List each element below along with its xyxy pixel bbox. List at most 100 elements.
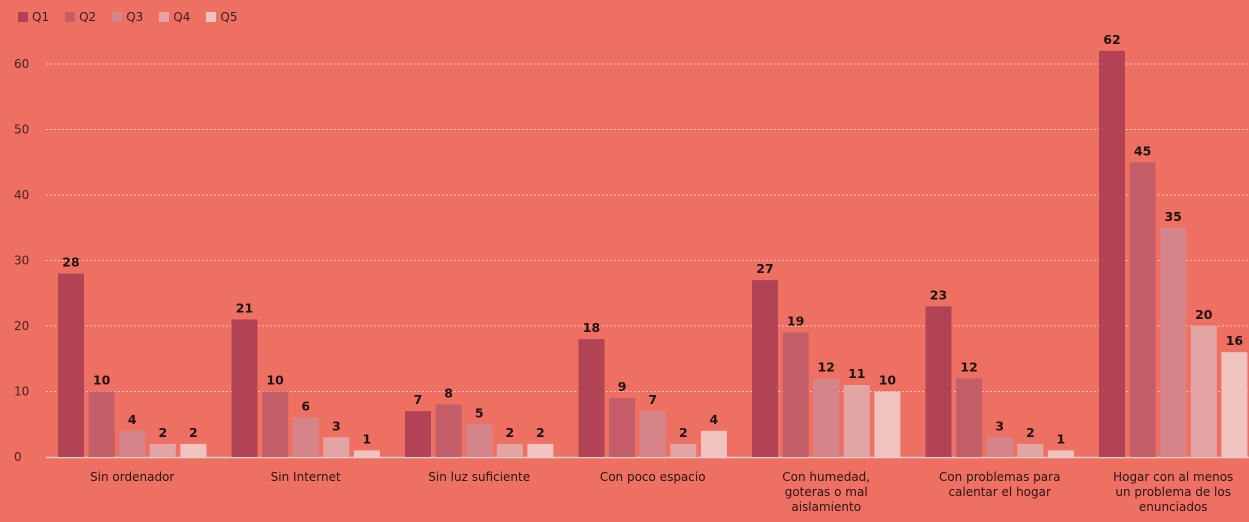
data-label: 12 xyxy=(817,359,834,374)
data-label: 1 xyxy=(1057,431,1066,446)
bar-q5 xyxy=(1221,352,1248,457)
bar-q5 xyxy=(180,443,207,457)
x-tick-label: Con poco espacio xyxy=(600,470,706,484)
bar-q4 xyxy=(496,443,523,457)
legend-label: Q5 xyxy=(220,10,238,24)
bar-q3 xyxy=(813,378,840,457)
data-label: 10 xyxy=(93,373,111,388)
bar-q1 xyxy=(405,411,431,457)
data-label: 2 xyxy=(158,425,167,440)
bar-q3 xyxy=(466,424,493,457)
bar-q3 xyxy=(292,417,319,457)
legend-item-q5: Q5 xyxy=(206,10,237,24)
legend-swatch xyxy=(18,12,28,22)
legend-item-q1: Q1 xyxy=(18,10,49,24)
data-label: 3 xyxy=(332,418,341,433)
bar-q5 xyxy=(353,450,380,457)
legend-label: Q1 xyxy=(32,10,50,24)
data-label: 9 xyxy=(618,379,627,394)
y-tick-label: 20 xyxy=(14,319,29,333)
bar-q4 xyxy=(149,443,176,457)
bar-q4 xyxy=(843,384,870,457)
legend-swatch xyxy=(159,12,170,22)
bar-q2 xyxy=(1129,162,1156,457)
y-tick-label: 40 xyxy=(14,188,29,202)
bar-q4 xyxy=(1017,443,1044,457)
data-label: 2 xyxy=(679,425,688,440)
legend-item-q3: Q3 xyxy=(112,10,143,24)
y-tick-label: 30 xyxy=(14,254,29,268)
bar-q3 xyxy=(119,430,146,457)
data-label: 23 xyxy=(930,287,947,302)
legend-swatch xyxy=(206,12,217,22)
x-tick-label: Sin Internet xyxy=(271,470,341,484)
bar-q5 xyxy=(874,391,901,457)
data-label: 4 xyxy=(128,412,137,427)
y-tick-label: 10 xyxy=(14,385,29,399)
bar-q4 xyxy=(670,443,697,457)
bar-q1 xyxy=(925,306,952,457)
y-tick-label: 50 xyxy=(14,123,29,137)
data-label: 28 xyxy=(62,255,79,270)
x-tick-label: Hogar con al menos un problema de los enun… xyxy=(1113,470,1233,514)
bar-q2 xyxy=(435,404,462,457)
data-label: 27 xyxy=(756,261,773,276)
bar-q4 xyxy=(323,437,350,457)
bar-q1 xyxy=(58,273,84,457)
data-label: 35 xyxy=(1164,209,1181,224)
legend-item-q2: Q2 xyxy=(65,10,96,24)
data-label: 16 xyxy=(1226,333,1244,348)
bar-q3 xyxy=(1160,227,1187,457)
data-label: 12 xyxy=(960,359,977,374)
data-label: 7 xyxy=(414,392,423,407)
bar-q3 xyxy=(986,437,1013,457)
data-label: 18 xyxy=(583,320,600,335)
data-label: 10 xyxy=(879,373,897,388)
y-tick-label: 60 xyxy=(14,57,29,71)
legend-swatch xyxy=(65,12,76,22)
x-tick-label: Sin ordenador xyxy=(90,470,174,484)
bar-q1 xyxy=(578,339,605,457)
data-label: 21 xyxy=(236,300,253,315)
data-label: 62 xyxy=(1103,32,1120,47)
data-label: 4 xyxy=(710,412,719,427)
bar-q1 xyxy=(752,280,778,457)
data-label: 5 xyxy=(475,405,484,420)
legend-swatch xyxy=(112,12,123,22)
data-label: 2 xyxy=(189,425,198,440)
data-label: 2 xyxy=(505,425,514,440)
data-label: 19 xyxy=(787,314,804,329)
bar-q1 xyxy=(231,319,258,457)
legend-label: Q4 xyxy=(173,10,191,24)
data-label: 7 xyxy=(648,392,657,407)
bar-q2 xyxy=(262,391,289,457)
bar-q3 xyxy=(639,411,666,457)
x-tick-label: Sin luz suficiente xyxy=(428,470,530,484)
data-label: 1 xyxy=(363,431,372,446)
bar-q4 xyxy=(1190,326,1217,457)
x-tick-label: Con problemas para calentar el hogar xyxy=(939,470,1060,499)
legend-label: Q3 xyxy=(126,10,144,24)
bar-q5 xyxy=(1047,450,1074,457)
legend-label: Q2 xyxy=(79,10,97,24)
bar-q2 xyxy=(782,332,809,457)
data-label: 3 xyxy=(995,418,1004,433)
data-label: 2 xyxy=(1026,425,1035,440)
data-label: 45 xyxy=(1134,143,1151,158)
y-tick-label: 0 xyxy=(14,450,22,464)
data-label: 2 xyxy=(536,425,545,440)
data-label: 10 xyxy=(266,373,284,388)
bar-q1 xyxy=(1099,50,1125,458)
data-label: 8 xyxy=(444,386,453,401)
bar-q2 xyxy=(88,391,115,457)
bar-q5 xyxy=(700,430,727,457)
legend-item-q4: Q4 xyxy=(159,10,190,24)
data-label: 11 xyxy=(848,366,865,381)
data-label: 20 xyxy=(1195,307,1213,322)
bar-q5 xyxy=(527,443,554,457)
chart-legend: Q1 Q2 Q3 Q4 Q5 xyxy=(18,10,253,24)
x-tick-label: Con humedad, goteras o mal aislamiento xyxy=(782,470,870,514)
bar-q2 xyxy=(956,378,983,457)
data-label: 6 xyxy=(301,399,310,414)
